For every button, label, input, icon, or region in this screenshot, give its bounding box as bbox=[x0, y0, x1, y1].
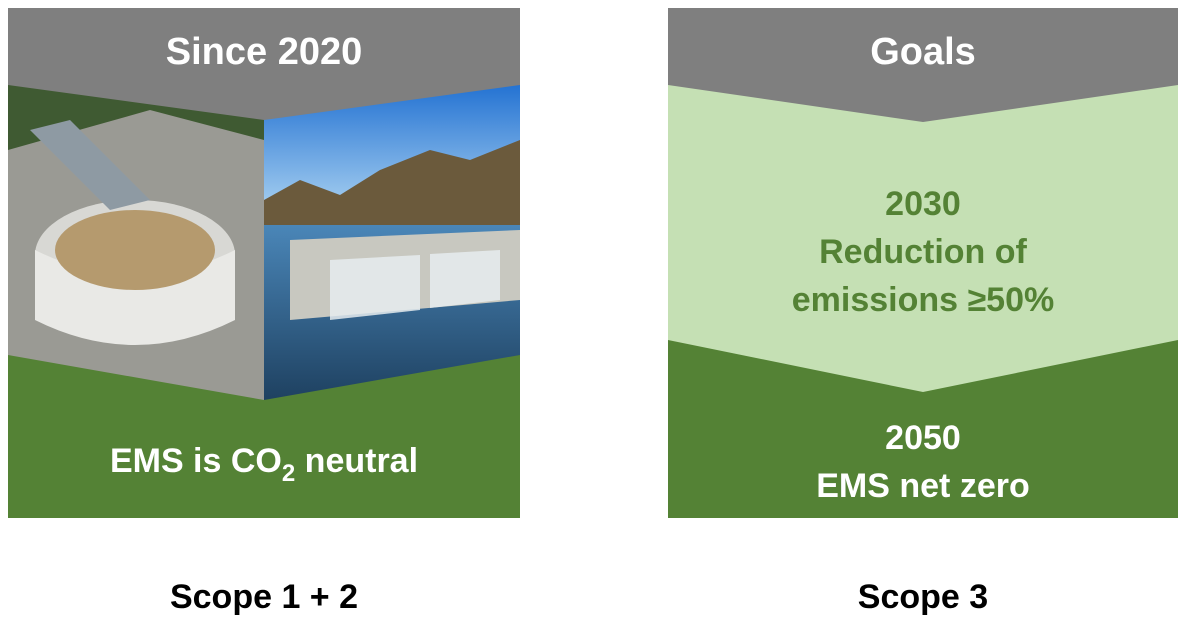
subscript: 2 bbox=[282, 460, 295, 487]
text: EMS is CO bbox=[110, 442, 282, 480]
milestone-text: Reduction of bbox=[819, 233, 1027, 271]
infographic: Since 2020 EMS is CO2 neutral Scope 1 + … bbox=[0, 0, 1179, 617]
milestone-year: 2050 bbox=[885, 419, 961, 457]
milestone-text: EMS net zero bbox=[816, 467, 1029, 505]
panel-header: Goals bbox=[870, 31, 976, 73]
panel-label: Scope 3 bbox=[858, 578, 988, 616]
photo bbox=[8, 80, 520, 405]
milestone-text: emissions ≥50% bbox=[792, 281, 1054, 319]
text: neutral bbox=[295, 442, 418, 480]
panel-header: Since 2020 bbox=[166, 31, 362, 73]
milestone-year: 2030 bbox=[885, 185, 961, 223]
panel-label: Scope 1 + 2 bbox=[170, 578, 358, 616]
